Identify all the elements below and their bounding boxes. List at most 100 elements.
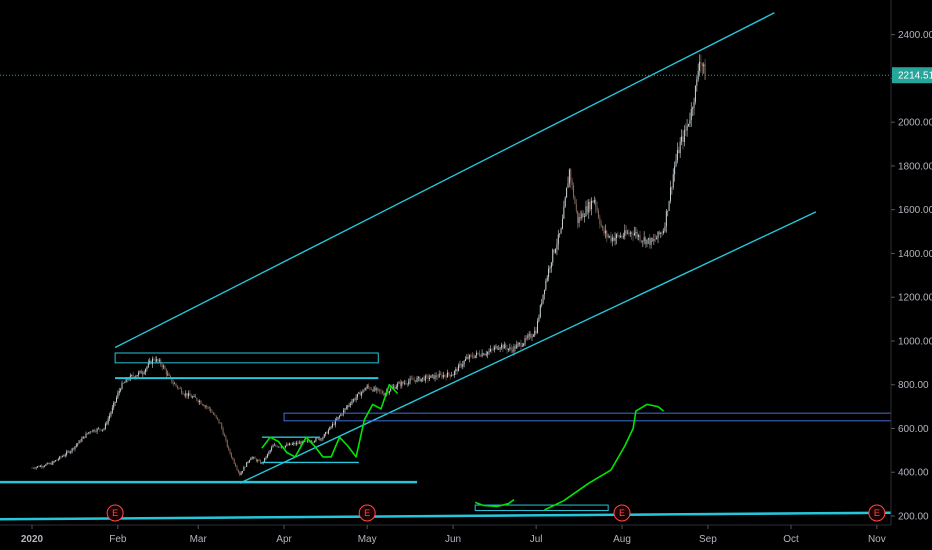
candle-body <box>289 443 291 446</box>
candle-body <box>451 375 453 377</box>
candle-body <box>669 187 671 202</box>
price-tick-label: 2000.00 <box>898 118 932 129</box>
candle-body <box>441 374 443 378</box>
candle-body <box>654 239 656 240</box>
candle-body <box>232 457 234 460</box>
event-label: E <box>619 508 625 518</box>
candle-body <box>693 101 695 109</box>
candle-body <box>358 392 360 394</box>
candle-body <box>354 399 356 400</box>
candle-body <box>398 382 400 384</box>
candle-body <box>597 210 599 218</box>
candle-body <box>336 419 338 420</box>
candle-body <box>649 238 651 245</box>
candle-body <box>107 418 109 424</box>
candle-body <box>188 393 190 397</box>
earnings-event-marker[interactable]: E <box>613 504 631 522</box>
candle-body <box>426 375 428 377</box>
candle-body <box>527 335 529 339</box>
candle-body <box>254 457 256 459</box>
candle-body <box>466 356 468 360</box>
candle-body <box>505 344 507 348</box>
candle-body <box>700 61 702 64</box>
candle-body <box>45 464 47 466</box>
candle-body <box>477 352 479 354</box>
candle-body <box>661 232 663 234</box>
candle-body <box>556 244 558 250</box>
candle-body <box>287 444 289 446</box>
candle-body <box>539 305 541 318</box>
candle-body <box>273 445 275 446</box>
candle-body <box>194 396 196 398</box>
candle-body <box>409 378 411 382</box>
candle-body <box>122 383 124 384</box>
candle-body <box>575 203 577 211</box>
candle-body <box>113 403 115 408</box>
candle-body <box>455 369 457 372</box>
candle-body <box>488 351 490 353</box>
candle-body <box>663 231 665 234</box>
candle-body <box>531 336 533 338</box>
candle-body <box>629 232 631 234</box>
candle-body <box>110 412 112 416</box>
candle-body <box>66 451 68 455</box>
candle-body <box>557 234 559 245</box>
candle-body <box>161 364 163 368</box>
candle-body <box>492 349 494 350</box>
time-tick-label: May <box>358 534 377 545</box>
price-tick-label: 1200.00 <box>898 293 932 304</box>
candle-body <box>225 436 227 441</box>
base-support-line <box>0 511 892 521</box>
candle-body <box>469 355 471 359</box>
candle-body <box>415 380 417 382</box>
candle-body <box>657 231 659 239</box>
earnings-event-marker[interactable]: E <box>358 504 376 522</box>
candle-body <box>390 388 392 392</box>
earnings-event-marker[interactable]: E <box>868 504 886 522</box>
candle-body <box>574 197 576 204</box>
candle-body <box>355 397 357 400</box>
time-tick-label: Aug <box>613 534 631 545</box>
candle-body <box>228 446 230 450</box>
candle-body <box>474 355 476 358</box>
candle-body <box>582 213 584 218</box>
candle-body <box>86 433 88 435</box>
candle-body <box>343 410 345 415</box>
candle-body <box>506 347 508 350</box>
candle-body <box>226 440 228 447</box>
candle-body <box>165 369 167 375</box>
candle-body <box>171 378 173 383</box>
candle-body <box>164 366 166 370</box>
candle-body <box>499 347 501 349</box>
candle-body <box>178 387 180 389</box>
candle-body <box>350 403 352 405</box>
candle-body <box>185 393 187 396</box>
candle-body <box>307 440 309 442</box>
candle-body <box>656 238 658 240</box>
candle-body <box>561 218 563 229</box>
candle-body <box>35 467 37 469</box>
candle-body <box>440 373 442 375</box>
candle-body <box>109 415 111 419</box>
candle-body <box>586 206 588 213</box>
candle-body <box>206 405 208 407</box>
candle-body <box>265 457 267 459</box>
candle-body <box>201 404 203 405</box>
candle-body <box>589 201 591 210</box>
candle-body <box>437 377 439 378</box>
earnings-event-marker[interactable]: E <box>106 504 124 522</box>
candle-body <box>312 441 314 443</box>
candle-body <box>316 438 318 439</box>
candle-body <box>104 423 106 429</box>
candle-body <box>496 346 498 350</box>
candle-body <box>509 347 511 349</box>
candle-body <box>668 201 670 211</box>
candle-body <box>189 393 191 396</box>
candle-body <box>674 165 676 175</box>
candle-body <box>417 376 419 379</box>
candle-body <box>230 453 232 458</box>
candle-body <box>635 231 637 234</box>
candle-body <box>219 423 221 424</box>
